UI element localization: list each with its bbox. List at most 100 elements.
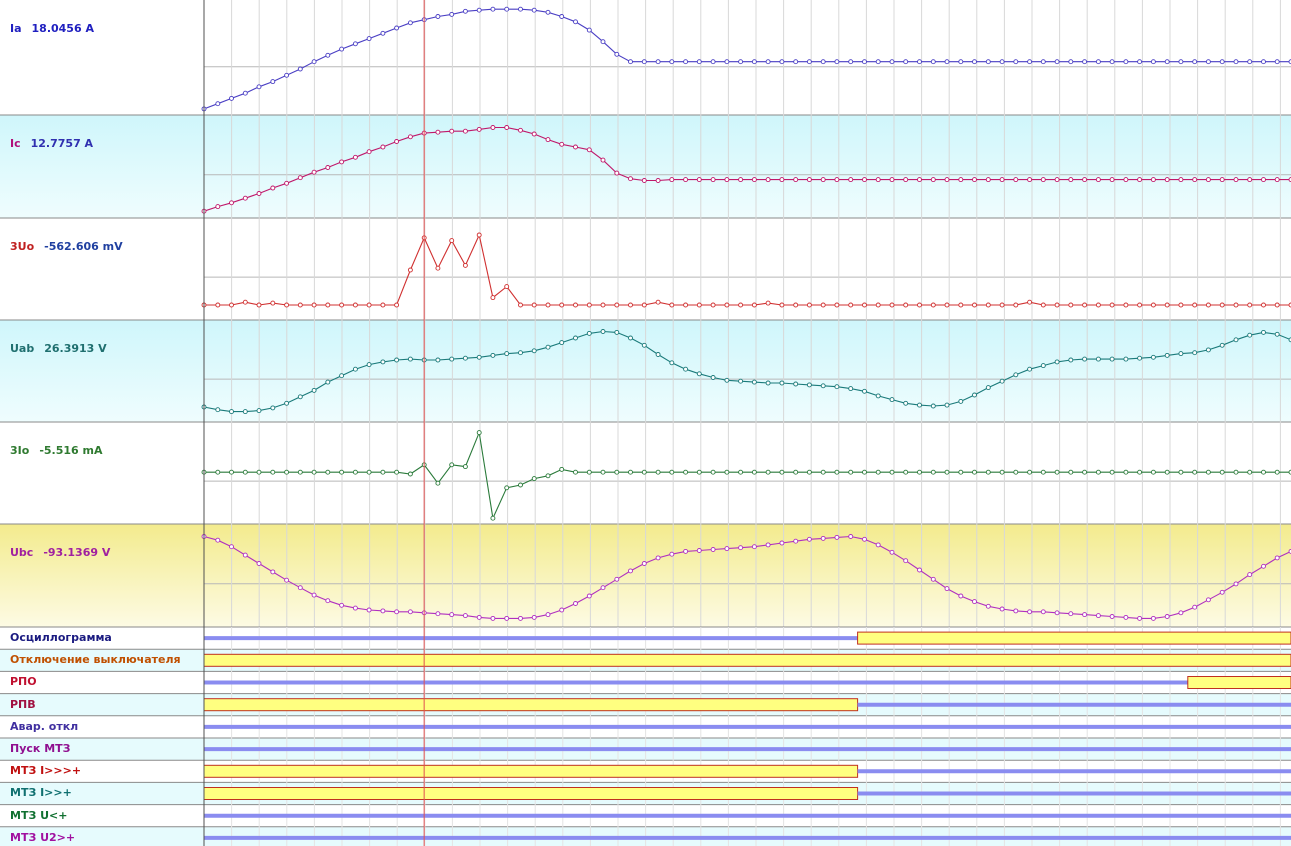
sample-point [407, 609, 413, 615]
sample-point [284, 302, 290, 308]
digital-label: РПО [10, 675, 37, 689]
sample-point [917, 567, 922, 573]
channel-name: Uab [10, 342, 35, 355]
sample-point [972, 469, 977, 475]
sample-point [1109, 469, 1115, 475]
sample-point [394, 302, 400, 308]
sample-point [1082, 177, 1088, 183]
sample-point [1274, 331, 1280, 337]
sample-point [972, 302, 977, 308]
sample-point [903, 400, 909, 406]
sample-point [738, 469, 744, 475]
sample-point [917, 402, 922, 408]
sample-point [958, 469, 964, 475]
sample-point [669, 59, 675, 65]
sample-point [1137, 355, 1143, 361]
sample-point [504, 125, 510, 130]
sample-point [793, 469, 799, 475]
sample-point [242, 299, 248, 305]
sample-point [297, 66, 303, 72]
sample-point [462, 262, 468, 268]
sample-point [559, 302, 565, 308]
sample-point [738, 545, 744, 551]
sample-point [1040, 363, 1046, 369]
sample-point [600, 329, 606, 334]
sample-point [366, 36, 372, 42]
sample-point [1109, 356, 1115, 362]
sample-point [917, 59, 922, 65]
sample-point [683, 302, 689, 308]
sample-point [1178, 177, 1184, 183]
sample-point [1219, 302, 1225, 308]
sample-point [903, 177, 909, 183]
sample-point [862, 388, 867, 394]
sample-point [1164, 614, 1170, 619]
sample-point [1261, 469, 1266, 475]
sample-point [270, 79, 276, 85]
sample-point [779, 59, 785, 65]
sample-point [1247, 469, 1253, 475]
sample-point [1192, 604, 1198, 610]
sample-point [930, 576, 936, 582]
sample-point [848, 59, 854, 65]
sample-point [311, 59, 317, 65]
sample-point [944, 177, 950, 183]
sample-point [1150, 615, 1156, 621]
sample-point [1068, 469, 1074, 475]
sample-point [655, 178, 661, 183]
sample-point [985, 469, 991, 475]
sample-point [875, 393, 881, 399]
sample-point [641, 302, 647, 308]
sample-point [903, 469, 909, 475]
sample-point [972, 59, 977, 65]
sample-point [710, 302, 716, 308]
sample-point [1205, 347, 1211, 353]
sample-point [352, 41, 358, 47]
sample-point [229, 200, 234, 206]
channel-readout: -5.516 mA [39, 444, 103, 457]
sample-point [751, 177, 757, 183]
sample-point [490, 352, 496, 358]
sample-point [1095, 59, 1101, 65]
sample-point [394, 469, 400, 475]
sample-point [1274, 59, 1280, 65]
sample-point [380, 469, 386, 475]
sample-point [407, 356, 413, 362]
sample-point [1274, 302, 1280, 308]
sample-point [297, 585, 303, 591]
sample-point [738, 59, 744, 65]
sample-point [930, 59, 936, 65]
sample-point [284, 400, 290, 406]
sample-point [1109, 177, 1115, 183]
sample-point [1109, 302, 1115, 308]
sample-point [1164, 469, 1170, 475]
digital-on-bar [203, 787, 859, 800]
digital-on-bar [203, 698, 859, 712]
sample-point [683, 548, 689, 554]
channel-label-Uab: Uab 26.3913 V [10, 342, 107, 355]
sample-point [1247, 302, 1253, 308]
sample-point [999, 469, 1005, 475]
sample-point [380, 30, 386, 36]
sample-point [366, 607, 372, 613]
sample-point [751, 302, 757, 308]
channel-name: Ubc [10, 546, 34, 559]
sample-point [531, 302, 537, 308]
sample-point [1192, 302, 1198, 308]
sample-point [793, 381, 799, 387]
sample-point [518, 482, 523, 488]
sample-point [1095, 613, 1101, 619]
sample-point [889, 549, 895, 555]
digital-on-bar [1187, 676, 1291, 689]
sample-point [958, 593, 964, 599]
sample-point [352, 366, 358, 372]
sample-point [1013, 177, 1019, 183]
sample-point [696, 59, 702, 65]
sample-point [449, 612, 455, 618]
sample-point [655, 555, 661, 561]
sample-point [724, 546, 730, 552]
sample-point [751, 379, 757, 385]
sample-point [518, 6, 523, 12]
sample-point [462, 464, 468, 470]
